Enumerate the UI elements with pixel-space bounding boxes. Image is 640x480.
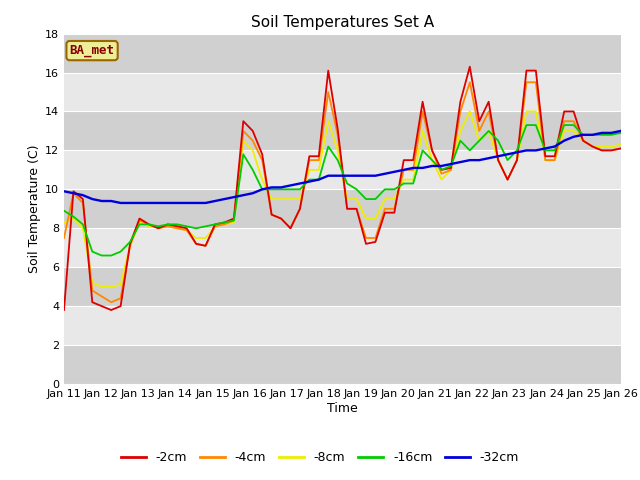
Bar	[64, 189, 621, 228]
Text: BA_met: BA_met	[70, 44, 115, 57]
Bar	[64, 267, 621, 306]
Bar	[64, 34, 621, 72]
Legend: -2cm, -4cm, -8cm, -16cm, -32cm: -2cm, -4cm, -8cm, -16cm, -32cm	[116, 446, 524, 469]
Bar	[64, 111, 621, 150]
Title: Soil Temperatures Set A: Soil Temperatures Set A	[251, 15, 434, 30]
Y-axis label: Soil Temperature (C): Soil Temperature (C)	[28, 144, 41, 273]
Bar	[64, 345, 621, 384]
X-axis label: Time: Time	[327, 402, 358, 415]
